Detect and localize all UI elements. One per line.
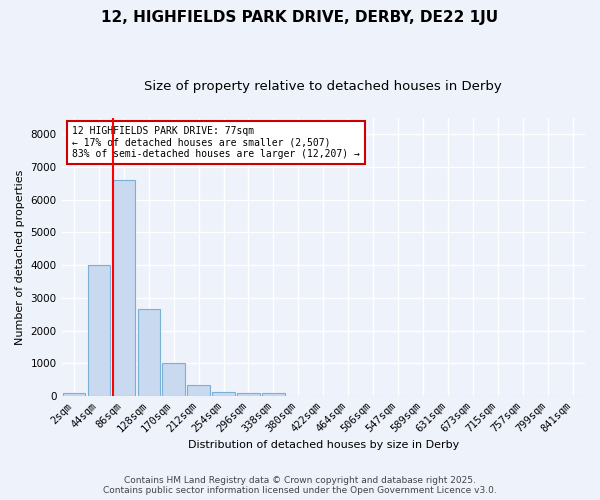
Bar bbox=[88, 265, 110, 396]
Bar bbox=[187, 385, 210, 396]
X-axis label: Distribution of detached houses by size in Derby: Distribution of detached houses by size … bbox=[188, 440, 459, 450]
Title: Size of property relative to detached houses in Derby: Size of property relative to detached ho… bbox=[145, 80, 502, 93]
Text: 12, HIGHFIELDS PARK DRIVE, DERBY, DE22 1JU: 12, HIGHFIELDS PARK DRIVE, DERBY, DE22 1… bbox=[101, 10, 499, 25]
Text: Contains HM Land Registry data © Crown copyright and database right 2025.
Contai: Contains HM Land Registry data © Crown c… bbox=[103, 476, 497, 495]
Text: 12 HIGHFIELDS PARK DRIVE: 77sqm
← 17% of detached houses are smaller (2,507)
83%: 12 HIGHFIELDS PARK DRIVE: 77sqm ← 17% of… bbox=[72, 126, 360, 160]
Bar bbox=[63, 392, 85, 396]
Y-axis label: Number of detached properties: Number of detached properties bbox=[15, 169, 25, 344]
Bar bbox=[237, 392, 260, 396]
Bar bbox=[113, 180, 135, 396]
Bar bbox=[163, 364, 185, 396]
Bar bbox=[262, 392, 284, 396]
Bar bbox=[212, 392, 235, 396]
Bar bbox=[137, 310, 160, 396]
